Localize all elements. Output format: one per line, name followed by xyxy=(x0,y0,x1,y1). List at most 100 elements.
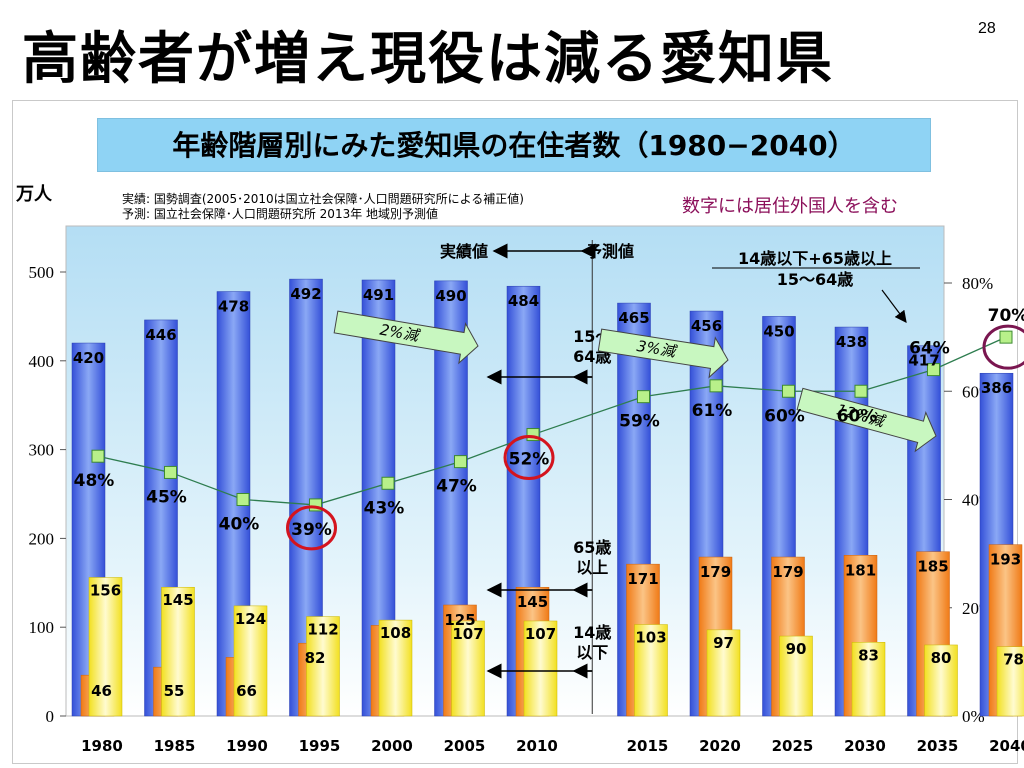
label-working-age: 417 xyxy=(908,352,939,370)
bar-children xyxy=(924,644,958,717)
x-tick-label: 1985 xyxy=(154,737,196,755)
bar-children xyxy=(378,619,413,717)
label-elderly: 125 xyxy=(444,611,475,629)
x-tick-label: 2000 xyxy=(371,737,413,755)
foreigners-note: 数字には居住外国人を含む xyxy=(682,196,898,217)
y2-tick-label: 0% xyxy=(962,707,985,726)
x-tick-label: 2040 xyxy=(989,737,1024,755)
label-ratio: 70% xyxy=(988,306,1024,326)
label-ratio: 59% xyxy=(619,412,660,432)
bar-children xyxy=(233,605,268,717)
x-tick-label: 1995 xyxy=(299,737,341,755)
label-elderly: 193 xyxy=(990,551,1021,569)
gap-label-line1: 65歳 xyxy=(573,538,611,557)
label-children: 90 xyxy=(786,640,807,658)
label-working-age: 478 xyxy=(218,298,249,316)
ratio-point xyxy=(91,449,105,463)
label-children: 107 xyxy=(525,625,556,643)
highlight-circle xyxy=(503,435,555,481)
label-ratio: 40% xyxy=(219,515,260,535)
label-ratio: 47% xyxy=(436,477,477,497)
page-number: 28 xyxy=(978,20,996,37)
label-working-age: 456 xyxy=(691,317,722,335)
highlight-circle xyxy=(982,324,1024,370)
ratio-point xyxy=(637,390,650,404)
gap-label-line2: 以下 xyxy=(576,643,608,662)
label-ratio: 64% xyxy=(909,339,950,359)
label-working-age: 491 xyxy=(363,286,394,304)
decline-arrow-1-shape xyxy=(333,310,479,365)
label-children: 108 xyxy=(380,624,411,642)
label-working-age: 490 xyxy=(435,287,466,305)
label-children: 107 xyxy=(452,625,483,643)
label-elderly: 171 xyxy=(627,570,658,588)
label-working-age: 465 xyxy=(618,309,649,327)
forecast-label: 予測値 xyxy=(586,242,634,261)
y-tick-label: 0 xyxy=(46,707,55,726)
source-forecast: 予測: 国立社会保障･人口問題研究所 2013年 地域別予測値 xyxy=(122,207,439,221)
slide-title: 高齢者が増え現役は減る愛知県 xyxy=(22,27,834,92)
y-tick-label: 400 xyxy=(29,352,55,371)
label-children: 124 xyxy=(235,610,266,628)
label-elderly: 55 xyxy=(164,682,185,700)
bar-children xyxy=(523,620,558,717)
label-children: 145 xyxy=(162,591,193,609)
decline-arrow-1: 2%減 xyxy=(333,310,479,365)
ratio-point xyxy=(782,384,795,398)
ratio-point xyxy=(164,465,177,479)
label-elderly: 185 xyxy=(917,558,948,576)
ratio-point xyxy=(709,379,723,393)
x-tick-label: 2020 xyxy=(699,737,741,755)
label-children: 83 xyxy=(858,646,879,664)
label-children: 97 xyxy=(713,634,734,652)
y-tick-label: 300 xyxy=(29,441,55,460)
ratio-point xyxy=(999,330,1013,344)
ratio-legend-bottom: 15～64歳 xyxy=(777,270,854,289)
label-ratio: 39% xyxy=(291,520,332,540)
y-tick-label: 200 xyxy=(29,529,55,548)
ratio-point xyxy=(381,476,395,490)
label-children: 80 xyxy=(931,649,952,667)
ratio-point xyxy=(854,384,868,398)
label-working-age: 420 xyxy=(73,349,104,367)
label-children: 156 xyxy=(90,581,121,599)
label-ratio: 45% xyxy=(146,487,187,507)
label-elderly: 145 xyxy=(517,593,548,611)
x-tick-label: 2015 xyxy=(627,737,669,755)
ratio-legend-top: 14歳以下+65歳以上 xyxy=(738,249,892,268)
label-working-age: 492 xyxy=(290,285,321,303)
y-tick-label: 500 xyxy=(29,263,55,282)
x-tick-label: 1990 xyxy=(226,737,268,755)
label-ratio: 60% xyxy=(764,406,805,426)
gap-label-line2: 以上 xyxy=(576,558,608,577)
label-elderly: 66 xyxy=(236,682,257,700)
x-tick-label: 2005 xyxy=(444,737,486,755)
bar-children xyxy=(451,620,485,717)
x-tick-label: 2030 xyxy=(844,737,886,755)
bar-children xyxy=(996,646,1024,717)
x-tick-label: 2025 xyxy=(772,737,814,755)
decline-arrow-3-shape xyxy=(796,387,937,453)
x-tick-label: 2035 xyxy=(917,737,959,755)
decline-arrow-2: 3%減 xyxy=(597,328,729,379)
ratio-point xyxy=(236,493,250,506)
label-elderly: 179 xyxy=(700,563,731,581)
y-tick-label: 100 xyxy=(29,618,55,637)
bar-children xyxy=(706,629,741,717)
label-working-age: 386 xyxy=(981,379,1012,397)
bar-children xyxy=(88,577,123,717)
bar-children xyxy=(306,616,340,717)
bar-children xyxy=(634,624,668,717)
ratio-legend-pointer xyxy=(881,289,907,323)
x-tick-label: 1980 xyxy=(81,737,123,755)
label-ratio: 52% xyxy=(509,450,550,470)
label-working-age: 450 xyxy=(763,322,794,340)
chart-title: 年齢階層別にみた愛知県の在住者数（1980−2040） xyxy=(97,118,931,172)
label-elderly: 181 xyxy=(845,561,876,579)
ratio-point xyxy=(454,455,467,469)
label-ratio: 43% xyxy=(364,498,405,518)
highlight-circle xyxy=(286,505,337,551)
label-ratio: 61% xyxy=(692,401,733,421)
y-axis-unit: 万人 xyxy=(16,184,52,205)
